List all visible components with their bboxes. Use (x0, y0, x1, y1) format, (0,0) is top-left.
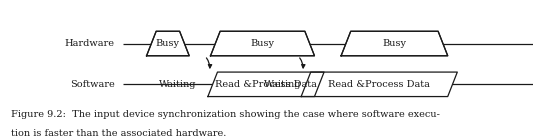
Polygon shape (211, 31, 314, 56)
Text: Figure 9.2:  The input device synchronization showing the case where software ex: Figure 9.2: The input device synchroniza… (11, 110, 440, 119)
Text: Busy: Busy (251, 39, 274, 48)
Text: Software: Software (70, 80, 115, 89)
Text: Waiting: Waiting (158, 80, 196, 89)
Text: Read &Process Data: Read &Process Data (328, 80, 430, 89)
Text: Read &Process Data: Read &Process Data (215, 80, 317, 89)
Text: Busy: Busy (156, 39, 180, 48)
Text: Busy: Busy (382, 39, 407, 48)
Text: tion is faster than the associated hardware.: tion is faster than the associated hardw… (11, 129, 226, 136)
Text: Waiting: Waiting (264, 80, 301, 89)
Text: Hardware: Hardware (64, 39, 115, 48)
Polygon shape (301, 72, 457, 97)
Polygon shape (341, 31, 448, 56)
Polygon shape (208, 72, 324, 97)
Polygon shape (147, 31, 189, 56)
